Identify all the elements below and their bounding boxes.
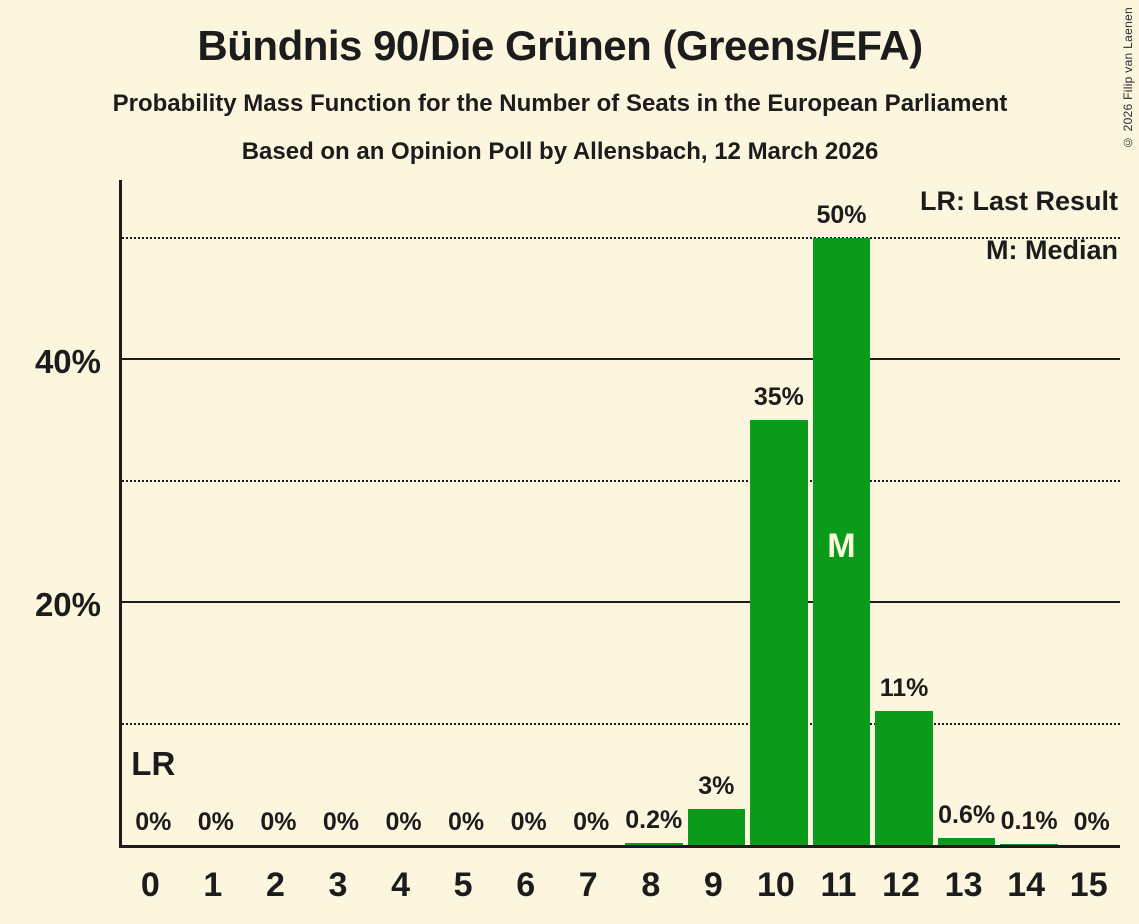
- bar-value-label-seat-6: 0%: [510, 808, 547, 836]
- bar-value-label-seat-7: 0%: [573, 808, 610, 836]
- bar-seat-13: [937, 837, 996, 845]
- y-gridline-10: [122, 722, 1120, 725]
- bar-seat-11: [812, 238, 871, 845]
- copyright-text: © 2026 Filip van Laenen: [1121, 7, 1135, 150]
- bar-value-label-seat-4: 0%: [385, 808, 422, 836]
- y-gridline-30: [122, 479, 1120, 482]
- bar-value-label-seat-1: 0%: [197, 808, 234, 836]
- plot-area: 0% 0% 0% 0% 0% 0% 0% 0% 0.2% 3% 35% 50% 11% 0.6% 0.1% 0…: [119, 180, 1120, 848]
- bar-value-label-seat-13: 0.6%: [938, 800, 996, 829]
- y-gridline-20: [122, 601, 1120, 604]
- x-axis-label-11: 11: [820, 866, 857, 904]
- bar-value-label-seat-5: 0%: [448, 808, 485, 836]
- bar-value-label-seat-0: 0%: [135, 808, 172, 836]
- median-annotation: M: [827, 526, 856, 565]
- x-axis-label-2: 2: [265, 866, 285, 904]
- x-axis-label-7: 7: [578, 866, 598, 904]
- y-axis-label-40: 40%: [34, 343, 101, 381]
- bar-seat-12: [875, 711, 933, 845]
- x-axis-label-1: 1: [203, 866, 223, 904]
- x-axis-label-15: 15: [1069, 866, 1108, 904]
- chart-poll-source: Based on an Opinion Poll by Allensbach, …: [241, 138, 879, 165]
- x-axis-label-0: 0: [140, 866, 160, 904]
- bar-seat-10: [750, 420, 808, 845]
- y-gridline-50: [122, 237, 1120, 239]
- chart-subtitle: Probability Mass Function for the Number…: [112, 90, 1008, 117]
- bar-value-label-seat-2: 0%: [260, 808, 297, 836]
- x-axis-label-5: 5: [453, 866, 473, 904]
- last-result-annotation: LR: [131, 745, 176, 782]
- y-axis-label-20: 20%: [34, 586, 101, 624]
- x-axis-label-13: 13: [944, 866, 983, 904]
- x-axis-label-4: 4: [391, 866, 410, 904]
- x-axis-label-9: 9: [703, 866, 723, 904]
- bar-seat-8: [625, 842, 683, 845]
- x-axis-label-3: 3: [328, 866, 348, 904]
- legend-last-result: LR: Last Result: [919, 186, 1118, 216]
- bar-value-label-seat-9: 3%: [698, 771, 735, 800]
- bar-value-label-seat-15: 0%: [1073, 808, 1110, 836]
- bar-seat-9: [687, 808, 746, 845]
- x-axis-label-6: 6: [516, 866, 536, 904]
- bar-value-label-seat-14: 0.1%: [1000, 806, 1058, 835]
- x-axis-label-10: 10: [756, 866, 795, 904]
- bar-value-label-seat-11: 50%: [816, 201, 867, 229]
- page-title: Bündnis 90/Die Grünen (Greens/EFA): [197, 22, 923, 69]
- y-gridline-40: [122, 358, 1120, 361]
- x-axis-label-14: 14: [1007, 866, 1046, 904]
- bar-value-label-seat-12: 11%: [879, 674, 929, 703]
- x-axis-label-12: 12: [882, 866, 920, 904]
- bar-value-label-seat-3: 0%: [322, 808, 360, 836]
- bar-seat-14: [1000, 843, 1058, 845]
- bar-value-label-seat-8: 0.2%: [625, 805, 683, 834]
- bar-value-label-seat-10: 35%: [753, 383, 804, 412]
- x-axis-label-8: 8: [641, 866, 661, 904]
- legend-median: M: Median: [986, 235, 1118, 265]
